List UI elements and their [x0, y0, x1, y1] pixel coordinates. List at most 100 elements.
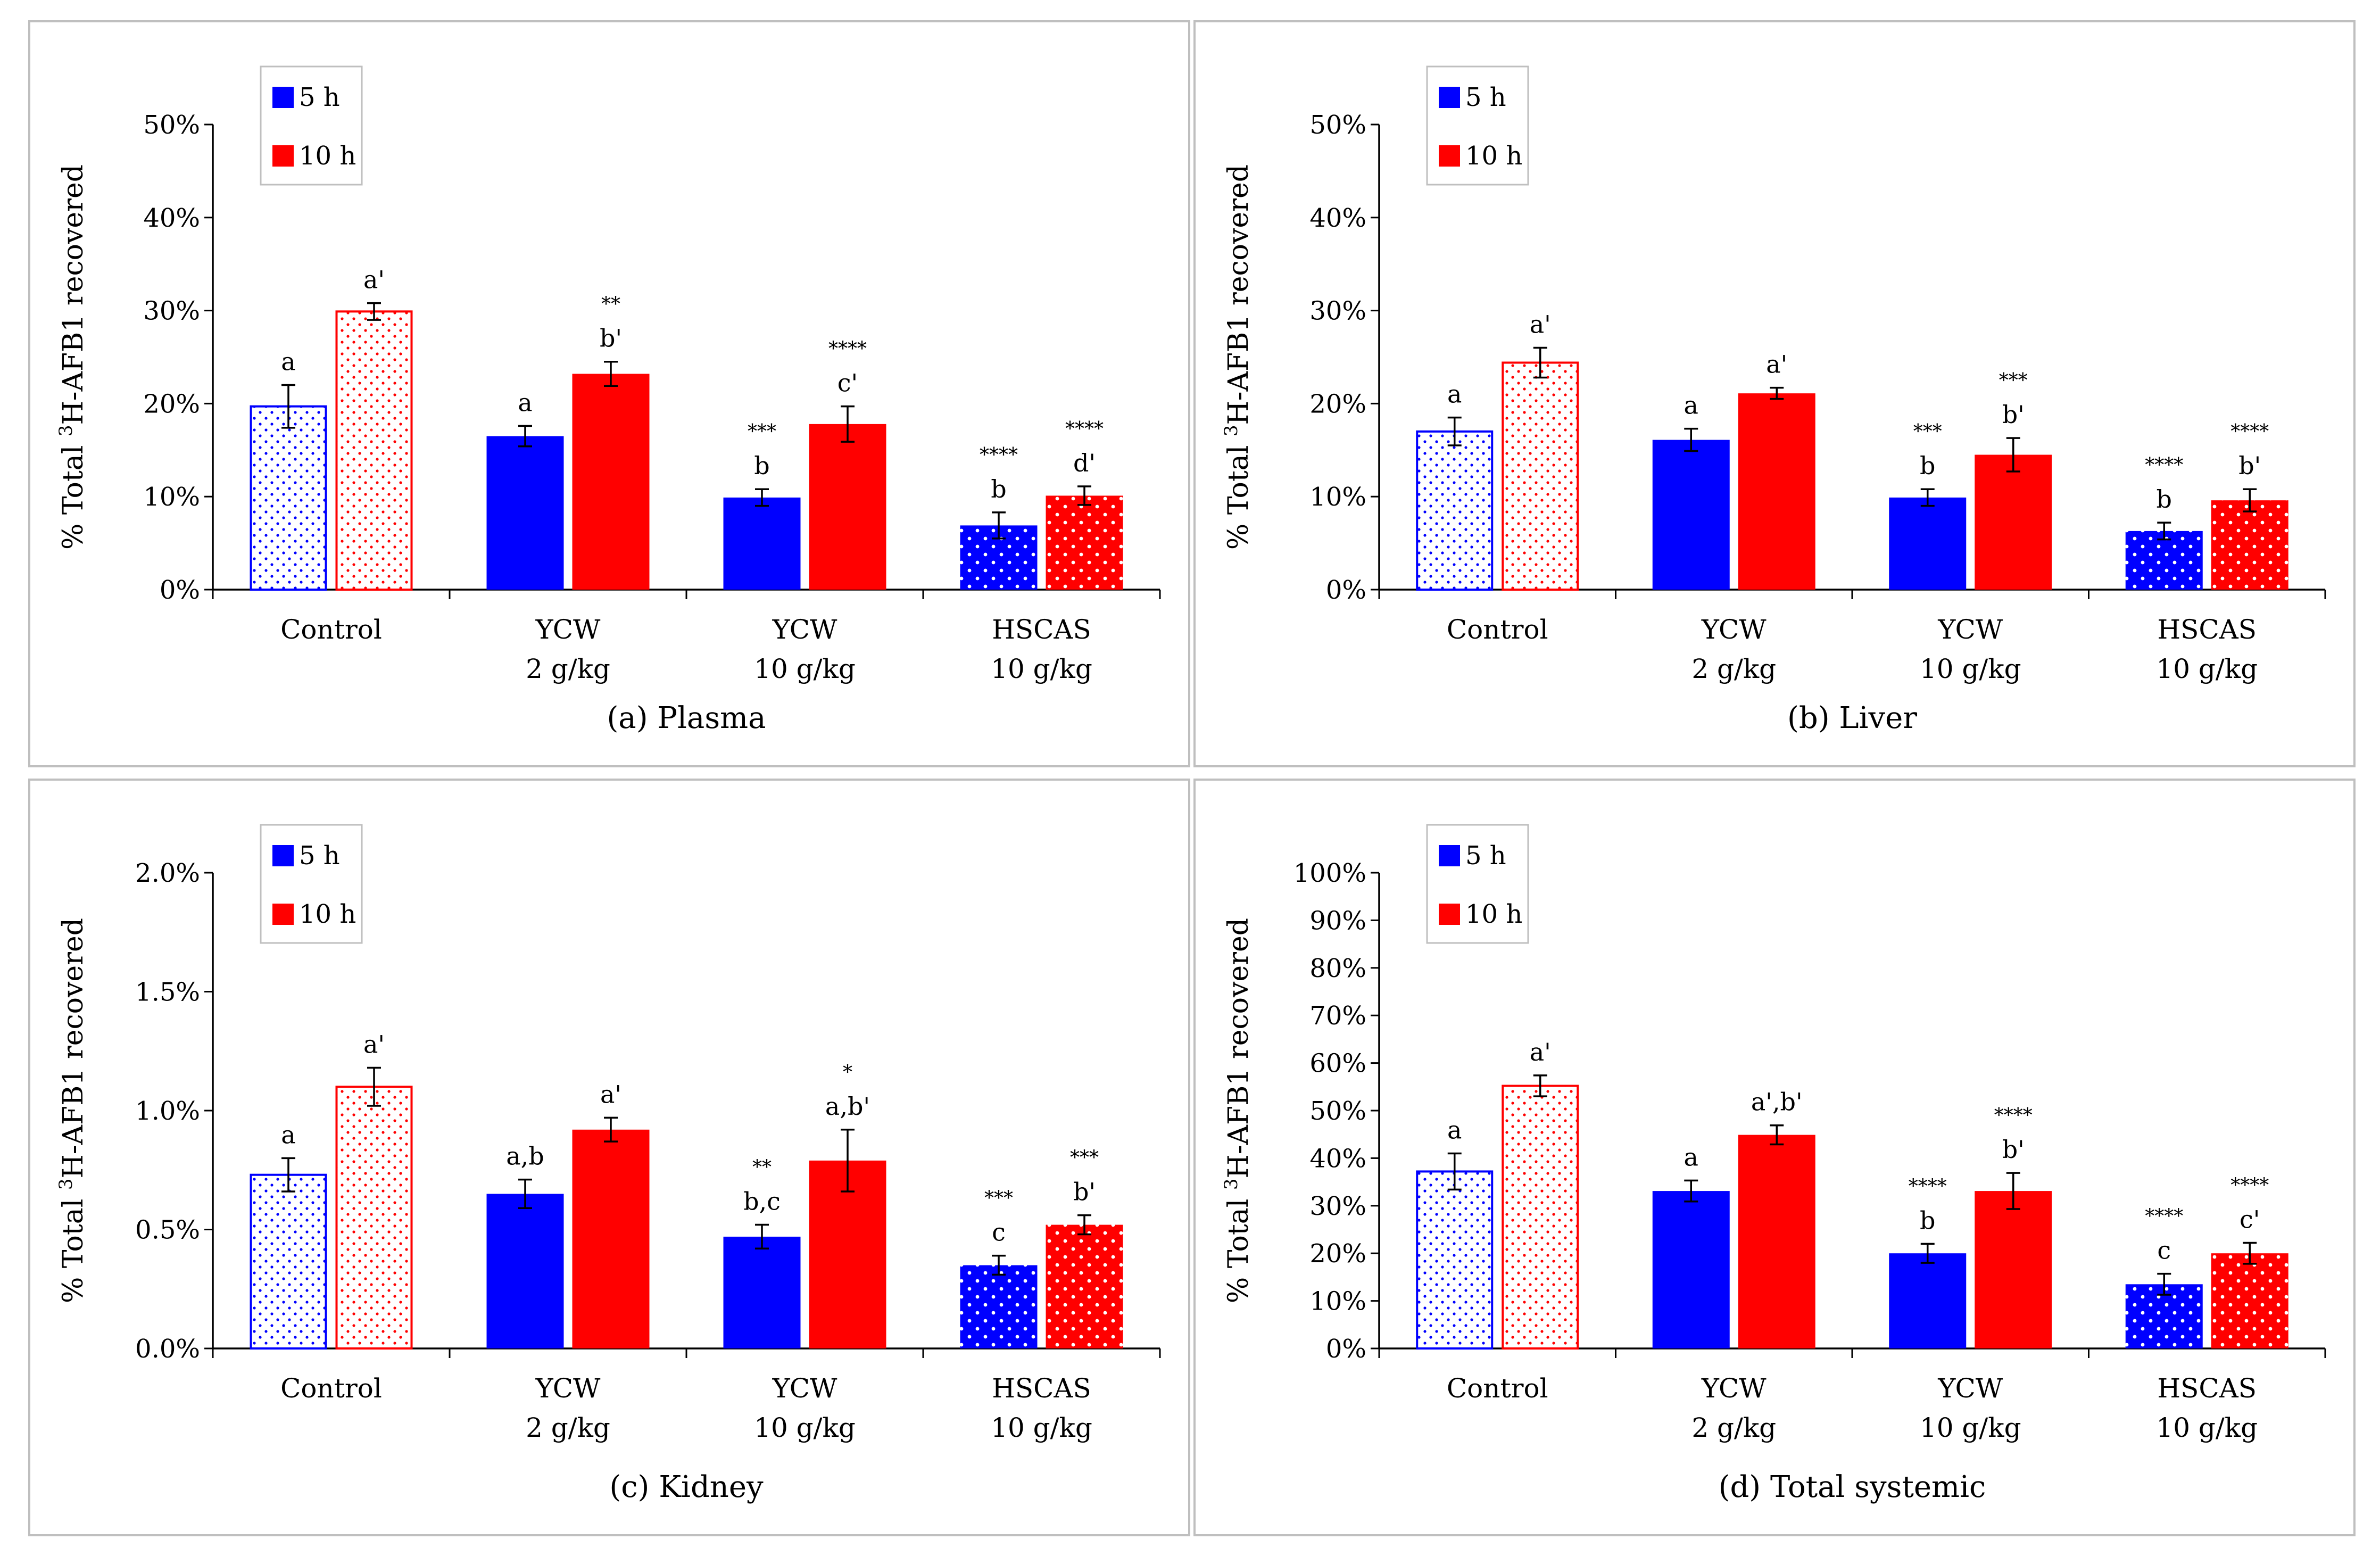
- significance-stars: ****: [1909, 1176, 1947, 1197]
- significance-stars: ****: [980, 444, 1018, 466]
- significance-letter: b: [991, 475, 1006, 503]
- legend-swatch-5h: [272, 87, 294, 108]
- x-tick-label: 2 g/kg: [526, 653, 610, 684]
- significance-stars: ****: [2230, 421, 2269, 443]
- significance-letter: a': [1530, 1038, 1551, 1066]
- bar-10h: [2211, 1253, 2288, 1348]
- bar-10h: [1502, 361, 1579, 591]
- significance-letter: b': [2238, 451, 2261, 480]
- y-tick-label: 20%: [1309, 1239, 1366, 1269]
- y-tick-label: 10%: [1309, 1287, 1366, 1317]
- x-tick-label: YCW: [772, 1373, 837, 1404]
- bar-5h: [486, 436, 564, 590]
- significance-stars: *: [843, 1062, 852, 1083]
- bar-10h: [1738, 393, 1815, 590]
- chart-panel-1: 0% 10% 20% 30% 40% 50% % Total 3H-AFB1 recover…: [28, 20, 1190, 767]
- significance-stars: **: [601, 294, 620, 316]
- bar-5h: [1889, 1253, 1967, 1348]
- y-tick-label: 50%: [1309, 110, 1366, 140]
- legend-label: 10 h: [1465, 899, 1522, 929]
- significance-stars: ***: [748, 421, 776, 443]
- x-tick-label: YCW: [535, 1373, 601, 1404]
- x-tick-label: HSCAS: [992, 614, 1091, 645]
- bar-5h: [960, 1265, 1038, 1348]
- y-tick-label: 100%: [1293, 858, 1366, 888]
- y-tick-label: 70%: [1309, 1001, 1366, 1031]
- bar-5h: [1652, 1191, 1730, 1348]
- significance-letter: a: [281, 347, 295, 376]
- significance-letter: b,c: [743, 1187, 781, 1216]
- bar-10h: [335, 1086, 413, 1350]
- significance-letter: a',b': [1751, 1088, 1803, 1116]
- bar-10h: [1046, 495, 1123, 590]
- x-tick-label: YCW: [1937, 1373, 2003, 1404]
- x-tick-label: YCW: [1701, 1373, 1767, 1404]
- x-tick-label: 10 g/kg: [754, 1412, 856, 1443]
- x-tick-label: HSCAS: [2158, 614, 2257, 645]
- significance-letter: b: [754, 451, 769, 480]
- significance-stars: ****: [1065, 418, 1104, 440]
- y-tick-label: 90%: [1309, 906, 1366, 936]
- bar-5h: [1652, 440, 1730, 590]
- significance-letter: b': [2002, 1135, 2025, 1164]
- y-tick-label: 50%: [1309, 1096, 1366, 1126]
- y-tick-label: 30%: [1309, 1191, 1366, 1221]
- significance-stars: ***: [1999, 370, 2028, 392]
- legend-swatch-10h: [272, 145, 294, 167]
- significance-letter: a': [1530, 310, 1551, 339]
- bar-10h: [809, 424, 886, 590]
- bar-5h: [1889, 497, 1967, 590]
- legend-swatch-5h: [1439, 87, 1460, 108]
- y-tick-label: 10%: [143, 482, 200, 512]
- x-tick-label: 2 g/kg: [526, 1412, 610, 1443]
- x-tick-label: 2 g/kg: [1691, 1412, 1776, 1443]
- y-tick-label: 20%: [1309, 389, 1366, 419]
- x-tick-label: Control: [1447, 1373, 1548, 1404]
- significance-letter: c: [2157, 1236, 2171, 1265]
- panel-title: (b) Liver: [1787, 701, 1917, 735]
- x-tick-label: YCW: [772, 614, 837, 645]
- significance-letter: b': [2002, 400, 2025, 429]
- y-tick-label: 0.0%: [135, 1334, 200, 1364]
- bar-5h: [723, 1236, 801, 1348]
- x-tick-label: YCW: [535, 614, 601, 645]
- bar-10h: [1738, 1135, 1815, 1348]
- bar-5h: [250, 405, 327, 591]
- bar-5h: [250, 1173, 327, 1350]
- y-axis-label: % Total 3H-AFB1 recovered: [55, 164, 89, 550]
- legend-swatch-5h: [272, 845, 294, 866]
- legend-label: 5 h: [299, 82, 340, 112]
- significance-letter: b': [1073, 1178, 1096, 1206]
- x-tick-label: HSCAS: [992, 1373, 1091, 1404]
- significance-stars: ***: [1913, 421, 1942, 443]
- x-tick-label: 10 g/kg: [1920, 653, 2021, 684]
- significance-stars: **: [752, 1157, 772, 1179]
- significance-stars: ****: [828, 338, 867, 360]
- y-tick-label: 60%: [1309, 1049, 1366, 1079]
- legend-label: 10 h: [299, 899, 356, 929]
- bar-10h: [1975, 454, 2052, 590]
- panel-title: (c) Kidney: [609, 1470, 764, 1504]
- significance-letter: a': [600, 1080, 621, 1108]
- significance-letter: c': [837, 369, 858, 398]
- legend-swatch-10h: [1439, 145, 1460, 167]
- bar-5h: [1416, 1170, 1494, 1350]
- x-tick-label: 10 g/kg: [991, 1412, 1092, 1443]
- x-tick-label: YCW: [1937, 614, 2003, 645]
- x-tick-label: YCW: [1701, 614, 1767, 645]
- y-tick-label: 40%: [143, 203, 200, 233]
- significance-letter: a: [1684, 1143, 1698, 1171]
- y-axis-label: % Total 3H-AFB1 recovered: [1221, 164, 1255, 550]
- significance-letter: a,b: [506, 1142, 544, 1171]
- significance-letter: a: [1447, 380, 1462, 409]
- legend-swatch-10h: [1439, 904, 1460, 925]
- y-tick-label: 30%: [143, 296, 200, 326]
- y-axis-label: % Total 3H-AFB1 recovered: [1221, 918, 1255, 1303]
- x-tick-label: 10 g/kg: [2156, 1412, 2258, 1443]
- significance-stars: ****: [2145, 1206, 2183, 1228]
- significance-letter: b: [1920, 1206, 1935, 1235]
- bar-10h: [2211, 500, 2288, 590]
- panel-title: (d) Total systemic: [1719, 1470, 1986, 1504]
- bar-5h: [486, 1194, 564, 1348]
- x-tick-label: HSCAS: [2158, 1373, 2257, 1404]
